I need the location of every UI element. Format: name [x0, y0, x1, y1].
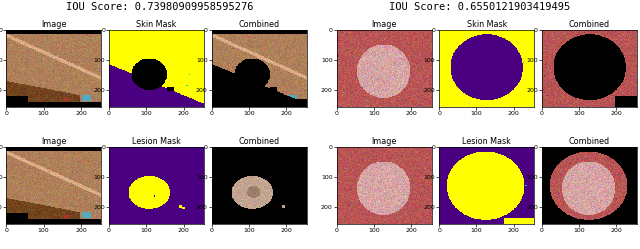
Title: Combined: Combined [239, 137, 280, 146]
Title: Combined: Combined [569, 20, 610, 29]
Text: IOU Score: 0.73980909958595276: IOU Score: 0.73980909958595276 [67, 2, 253, 12]
Text: IOU Score: 0.6550121903419495: IOU Score: 0.6550121903419495 [389, 2, 571, 12]
Title: Combined: Combined [569, 137, 610, 146]
Title: Image: Image [371, 20, 397, 29]
Title: Combined: Combined [239, 20, 280, 29]
Title: Skin Mask: Skin Mask [136, 20, 177, 29]
Title: Lesion Mask: Lesion Mask [462, 137, 511, 146]
Title: Lesion Mask: Lesion Mask [132, 137, 181, 146]
Title: Image: Image [41, 137, 67, 146]
Title: Image: Image [41, 20, 67, 29]
Title: Image: Image [371, 137, 397, 146]
Title: Skin Mask: Skin Mask [467, 20, 507, 29]
